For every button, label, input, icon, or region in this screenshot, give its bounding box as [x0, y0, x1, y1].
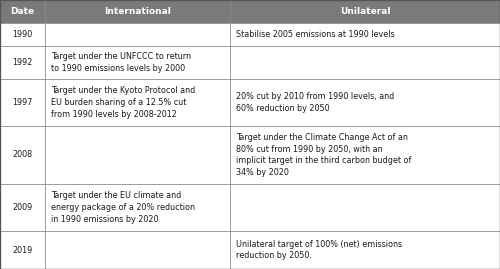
Bar — [45, 231, 230, 269]
Text: Target under the Climate Change Act of an
80% cut from 1990 by 2050, with an
imp: Target under the Climate Change Act of a… — [236, 133, 412, 177]
Bar — [0, 45, 45, 79]
Text: Unilateral: Unilateral — [340, 7, 390, 16]
Bar — [230, 126, 500, 184]
Bar — [45, 45, 230, 79]
Text: 2019: 2019 — [12, 246, 32, 254]
Text: Stabilise 2005 emissions at 1990 levels: Stabilise 2005 emissions at 1990 levels — [236, 30, 394, 39]
Bar — [230, 231, 500, 269]
Bar — [0, 126, 45, 184]
Bar — [0, 0, 45, 23]
Bar — [230, 184, 500, 231]
Bar — [45, 0, 230, 23]
Text: 1997: 1997 — [12, 98, 32, 107]
Text: 2009: 2009 — [12, 203, 32, 212]
Bar — [230, 79, 500, 126]
Bar — [230, 45, 500, 79]
Bar — [45, 184, 230, 231]
Bar — [230, 23, 500, 45]
Bar — [45, 23, 230, 45]
Bar — [45, 79, 230, 126]
Text: Date: Date — [10, 7, 34, 16]
Text: Target under the EU climate and
energy package of a 20% reduction
in 1990 emissi: Target under the EU climate and energy p… — [51, 191, 195, 224]
Bar — [230, 0, 500, 23]
Text: International: International — [104, 7, 171, 16]
Text: 20% cut by 2010 from 1990 levels, and
60% reduction by 2050: 20% cut by 2010 from 1990 levels, and 60… — [236, 92, 394, 113]
Text: 2008: 2008 — [12, 150, 32, 160]
Bar — [45, 126, 230, 184]
Text: 1990: 1990 — [12, 30, 32, 39]
Bar — [0, 184, 45, 231]
Bar — [0, 231, 45, 269]
Text: 1992: 1992 — [12, 58, 32, 67]
Bar — [0, 23, 45, 45]
Text: Target under the Kyoto Protocol and
EU burden sharing of a 12.5% cut
from 1990 l: Target under the Kyoto Protocol and EU b… — [51, 86, 195, 119]
Bar — [0, 79, 45, 126]
Text: Unilateral target of 100% (net) emissions
reduction by 2050.: Unilateral target of 100% (net) emission… — [236, 240, 402, 260]
Text: Target under the UNFCCC to return
to 1990 emissions levels by 2000: Target under the UNFCCC to return to 199… — [51, 52, 191, 73]
